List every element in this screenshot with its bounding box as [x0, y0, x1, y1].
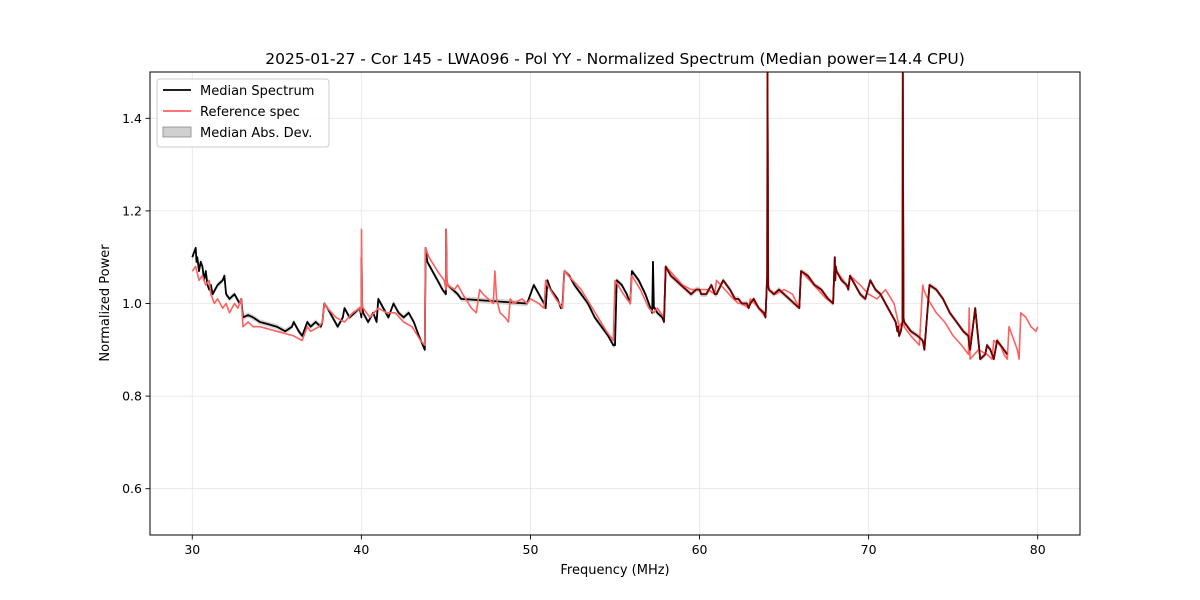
x-tick-label: 30: [184, 542, 200, 557]
x-tick-label: 40: [353, 542, 369, 557]
y-tick-label: 1.2: [122, 203, 142, 218]
x-tick-label: 70: [861, 542, 877, 557]
y-tick-label: 0.6: [122, 481, 142, 496]
x-axis: 30 40 50 60 70 80: [184, 535, 1046, 557]
legend-label-median: Median Spectrum: [200, 84, 314, 99]
x-tick-label: 50: [523, 542, 539, 557]
series-line-overlap: [663, 72, 1008, 360]
y-tick-label: 1.0: [122, 296, 142, 311]
grid: [150, 72, 1080, 535]
y-tick-label: 0.8: [122, 389, 142, 404]
x-tick-label: 60: [692, 542, 708, 557]
series-group: [191, 72, 1039, 360]
legend-label-reference: Reference spec: [200, 105, 300, 120]
x-tick-label: 80: [1030, 542, 1046, 557]
legend: Median Spectrum Reference spec Median Ab…: [156, 78, 330, 148]
legend-box: [156, 78, 330, 148]
y-axis-label: Normalized Power: [98, 244, 113, 362]
chart-title: 2025-01-27 - Cor 145 - LWA096 - Pol YY -…: [265, 50, 965, 68]
x-axis-label: Frequency (MHz): [560, 563, 669, 578]
y-axis: 0.6 0.8 1.0 1.2 1.4: [122, 111, 150, 496]
legend-swatch-mad: [162, 126, 192, 138]
legend-label-mad: Median Abs. Dev.: [200, 126, 312, 141]
y-tick-label: 1.4: [122, 111, 142, 126]
